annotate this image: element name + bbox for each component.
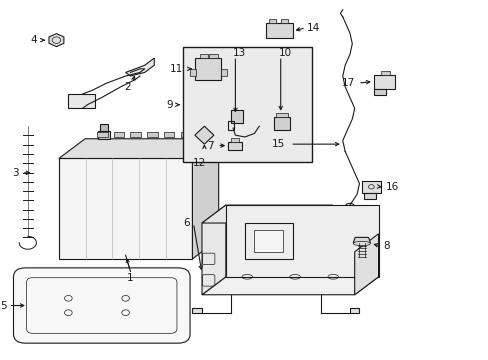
Bar [244, 223, 292, 259]
Polygon shape [352, 237, 370, 243]
Text: 2: 2 [124, 82, 131, 92]
Bar [183, 47, 311, 162]
Bar [273, 117, 290, 130]
FancyBboxPatch shape [14, 268, 190, 343]
Bar [209, 54, 217, 58]
Bar [199, 54, 208, 58]
Text: 16: 16 [385, 182, 398, 192]
Bar [268, 19, 276, 23]
Bar [364, 193, 375, 199]
Bar [194, 58, 221, 80]
Text: 13: 13 [232, 48, 246, 58]
Bar [114, 132, 124, 137]
Ellipse shape [352, 241, 370, 246]
Text: 11: 11 [169, 64, 183, 74]
Bar [191, 125, 198, 131]
Polygon shape [202, 205, 332, 223]
Bar [163, 132, 174, 137]
Bar [380, 71, 389, 75]
Bar [373, 75, 394, 89]
Bar [228, 121, 233, 130]
Bar [361, 181, 380, 193]
Text: 4: 4 [31, 35, 37, 45]
Text: 10: 10 [278, 48, 291, 58]
Text: 15: 15 [272, 139, 285, 149]
Text: 17: 17 [341, 78, 354, 88]
Text: 5: 5 [0, 301, 6, 311]
Bar [275, 113, 287, 117]
Bar [97, 132, 107, 137]
Text: 7: 7 [207, 140, 213, 150]
Bar [68, 94, 94, 108]
Polygon shape [59, 139, 218, 158]
Polygon shape [192, 139, 218, 259]
Bar [266, 23, 292, 39]
Polygon shape [349, 309, 359, 313]
Bar [230, 138, 239, 141]
Bar [228, 141, 241, 149]
Bar [147, 132, 157, 137]
Bar [280, 19, 288, 23]
Polygon shape [225, 205, 378, 277]
Polygon shape [49, 34, 64, 46]
Polygon shape [202, 277, 378, 295]
Bar [373, 89, 385, 95]
Bar [130, 132, 141, 137]
Text: 14: 14 [306, 23, 320, 33]
Polygon shape [59, 158, 192, 259]
Bar [190, 69, 195, 76]
Text: 8: 8 [383, 241, 389, 251]
Bar [254, 230, 283, 252]
Text: 12: 12 [193, 158, 206, 168]
Bar [230, 110, 242, 123]
Polygon shape [354, 234, 378, 295]
Bar [98, 131, 110, 139]
Text: 6: 6 [183, 218, 190, 228]
Bar [189, 131, 200, 139]
Bar [221, 69, 226, 76]
Text: 3: 3 [13, 168, 19, 178]
Bar [180, 132, 191, 137]
Polygon shape [192, 309, 202, 313]
Text: 9: 9 [166, 100, 173, 110]
Polygon shape [125, 58, 154, 76]
Polygon shape [202, 205, 225, 295]
Bar [100, 125, 108, 131]
Polygon shape [194, 126, 213, 144]
Text: 1: 1 [127, 273, 133, 283]
